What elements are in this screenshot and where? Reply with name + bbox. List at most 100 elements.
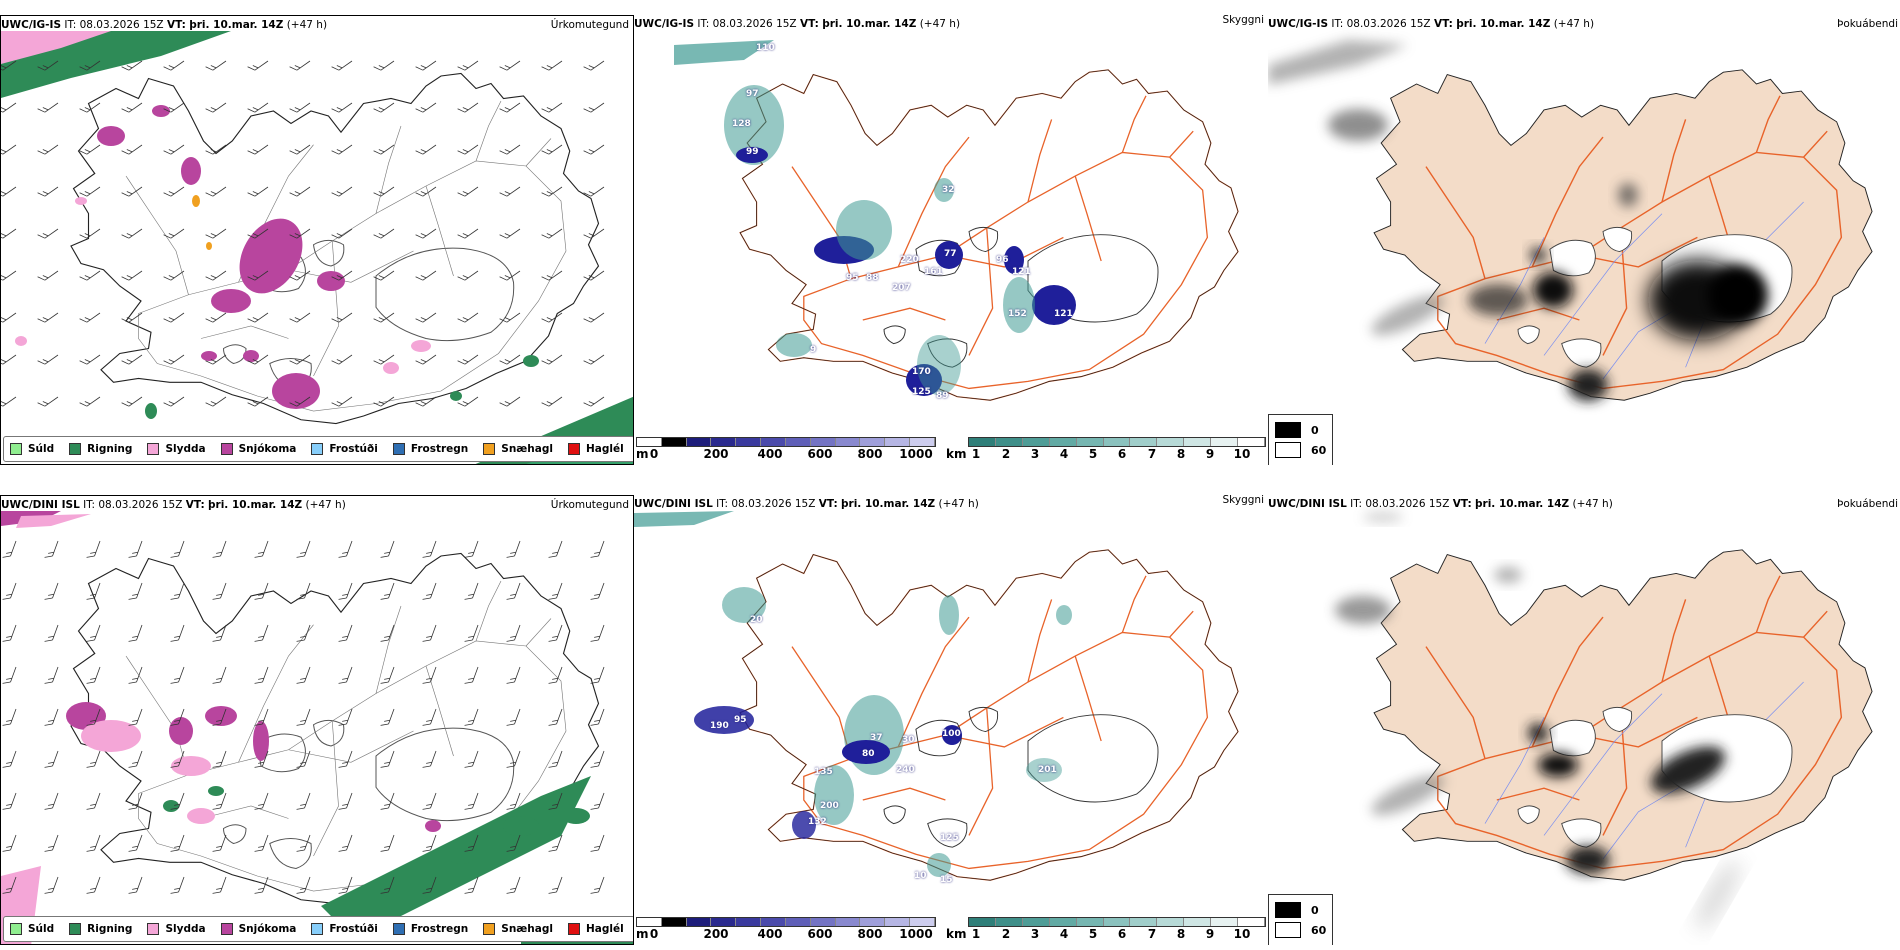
visibility-tick: 10	[1233, 927, 1251, 941]
fog-legend-row: 60	[1275, 440, 1326, 460]
fog-map	[1335, 512, 1873, 930]
wind-label: 161	[924, 267, 943, 277]
wind-label: 95	[846, 273, 859, 283]
wind-label: 30	[902, 735, 915, 745]
wind-label: 9	[810, 345, 817, 355]
wind-barb	[37, 264, 59, 283]
wind-barb	[590, 874, 605, 897]
wind-barb	[44, 790, 59, 813]
visibility-tick: 10	[1233, 447, 1251, 461]
legend-item: Snæhagl	[483, 443, 553, 455]
wind-barb	[37, 96, 59, 115]
legend-item: Frostregn	[392, 443, 468, 455]
wind-barb	[2, 538, 17, 561]
legend-swatch	[147, 923, 160, 935]
visibility-unit: km	[946, 447, 967, 461]
wind-label: 32	[942, 185, 955, 195]
wind-barb	[464, 538, 479, 561]
wind-barb	[2, 580, 17, 603]
fog-legend-swatch	[1275, 442, 1301, 458]
fog-legend: 0 60	[1268, 894, 1334, 945]
height-unit: m	[636, 927, 649, 941]
wind-barb	[583, 306, 605, 325]
wind-barb	[79, 306, 101, 325]
wind-barb	[590, 622, 605, 645]
legend-item: Snæhagl	[483, 923, 553, 935]
wind-barb	[163, 54, 185, 73]
wind-barb	[541, 54, 563, 73]
precip-type-legend: Súld Rigning Slydda Snjókoma Frostúði Fr…	[3, 436, 633, 462]
wind-barb	[380, 538, 395, 561]
visibility-tick: 6	[1117, 447, 1127, 461]
precip-map	[1, 31, 633, 464]
wind-barb	[415, 54, 437, 73]
wind-label: 125	[912, 387, 931, 397]
visibility-colorbar: km 1 2 3 4 5 6 7 8 9 10	[946, 437, 1266, 463]
wind-barb	[541, 96, 563, 115]
legend-swatch	[567, 443, 580, 455]
fog-legend-row: 0	[1275, 900, 1326, 920]
legend-item: Haglél	[567, 923, 624, 935]
wind-label: 200	[820, 801, 839, 811]
wind-barb	[128, 538, 143, 561]
legend-item: Súld	[10, 923, 54, 935]
legend-swatch	[147, 443, 160, 455]
wind-barb	[296, 538, 311, 561]
wind-label: 135	[814, 767, 833, 777]
visibility-colorbar-segments	[968, 917, 1266, 927]
wind-barb	[86, 790, 101, 813]
wind-barb	[506, 538, 521, 561]
panel-header: UWC/IG-IS IT: 08.03.2026 15Z VT: þri. 10…	[1, 19, 328, 31]
wind-barb	[205, 54, 227, 73]
fog-indicator-panel-top: UWC/IG-IS IT: 08.03.2026 15Z VT: þri. 10…	[1268, 15, 1900, 465]
panel-title: Þokuábendi	[1837, 498, 1898, 510]
legend-swatch	[311, 443, 324, 455]
visibility-colorbar-segments	[968, 437, 1266, 447]
wind-barb	[212, 874, 227, 897]
wind-barb	[506, 874, 521, 897]
fog-legend: 0 60	[1268, 414, 1334, 465]
wind-label: 201	[1038, 765, 1057, 775]
wind-barb	[583, 96, 605, 115]
wind-barb	[212, 538, 227, 561]
wind-barb	[212, 580, 227, 603]
height-tick: 800	[857, 447, 883, 461]
wind-barb	[44, 832, 59, 855]
height-colorbar-segments	[636, 917, 936, 927]
wind-label: 207	[892, 283, 911, 293]
fog-fields	[1335, 512, 1740, 930]
height-tick: 800	[857, 927, 883, 941]
wind-barb	[499, 390, 521, 409]
wind-barb	[541, 390, 563, 409]
wind-barb	[44, 664, 59, 687]
wind-barb	[548, 874, 563, 897]
wind-barb	[1, 390, 17, 409]
height-tick: 600	[807, 447, 833, 461]
precip-type-panel-bottom: UWC/DINI ISL IT: 08.03.2026 15Z VT: þri.…	[0, 495, 634, 945]
visibility-tick: 5	[1088, 447, 1098, 461]
wind-barb	[289, 54, 311, 73]
wind-label: 152	[1008, 309, 1027, 319]
wind-barb	[44, 748, 59, 771]
wind-barb	[86, 748, 101, 771]
wind-label: 220	[900, 255, 919, 265]
legend-swatch	[69, 443, 82, 455]
wind-label: 96	[996, 255, 1009, 265]
height-tick: 0	[649, 447, 659, 461]
wind-barb	[583, 138, 605, 157]
legend-swatch	[220, 443, 233, 455]
legend-item: Rigning	[69, 923, 132, 935]
visibility-tick: 2	[1001, 447, 1011, 461]
wind-barb	[373, 54, 395, 73]
legend-item: Snjókoma	[220, 923, 296, 935]
panel-header: UWC/DINI ISL IT: 08.03.2026 15Z VT: þri.…	[1268, 498, 1613, 510]
height-colorbar-segments	[636, 437, 936, 447]
wind-barb	[1, 306, 17, 325]
legend-item: Rigning	[69, 443, 132, 455]
wind-label: 80	[862, 749, 875, 759]
legend-item: Slydda	[147, 923, 206, 935]
visibility-tick: 4	[1059, 447, 1069, 461]
wind-label: 190	[710, 721, 729, 731]
wind-barb	[205, 390, 227, 409]
visibility-map	[674, 40, 1239, 401]
